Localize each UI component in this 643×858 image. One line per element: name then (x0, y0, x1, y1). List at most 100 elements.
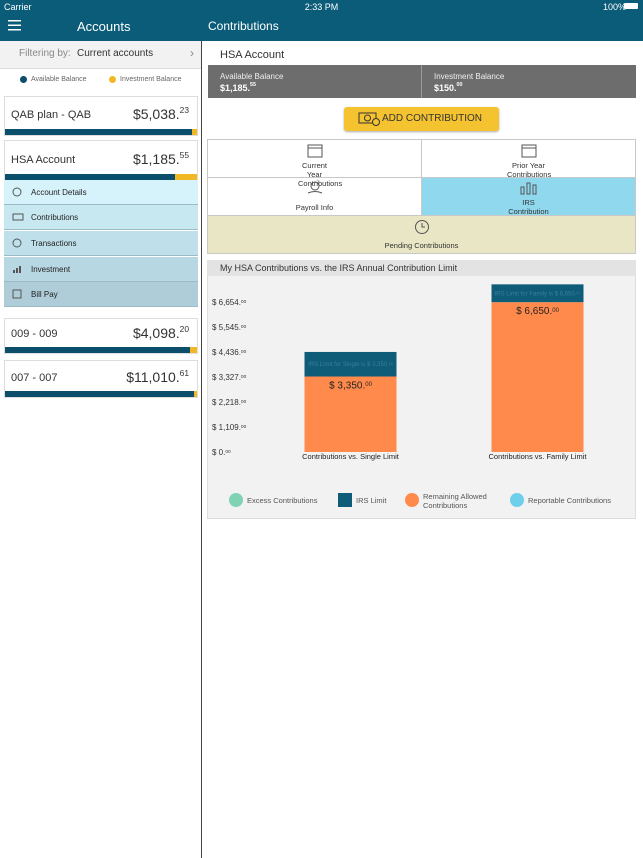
legend-label: Excess Contributions (247, 496, 318, 505)
account-balance: $5,038.23 (132, 105, 189, 122)
filter-label: Filtering by: (19, 48, 71, 59)
clock: 2:33 PM (304, 2, 339, 12)
account-balance: $11,010.61 (126, 368, 189, 385)
menu-button[interactable] (8, 20, 22, 31)
menu-item[interactable]: Investment (4, 257, 198, 282)
cents: 20 (179, 324, 189, 334)
cents: 55 (179, 150, 189, 160)
add-contribution-button[interactable]: ADD CONTRIBUTION (344, 107, 499, 131)
bar-segment (491, 302, 584, 452)
battery-icon (624, 3, 638, 9)
investment-bar (194, 391, 197, 397)
cents: 00 (552, 308, 559, 314)
menu-item[interactable]: Bill Pay (4, 282, 198, 307)
cents: 00 (456, 82, 463, 88)
tab-label: Payroll Info (295, 203, 334, 212)
cents: 00 (241, 399, 247, 405)
menu-item[interactable]: Account Details (4, 180, 198, 205)
tab-label: Pending Contributions (384, 241, 459, 250)
icon (521, 144, 537, 158)
cents: 00 (365, 382, 372, 388)
legend-dot (20, 76, 27, 83)
tab[interactable]: Prior Year Contributions (421, 139, 636, 179)
account-name: QAB plan - QAB (11, 109, 92, 121)
legend-marker (405, 493, 419, 507)
balance-value: $1,185.55 (220, 82, 257, 93)
value-label: $ 6,650.00 (516, 306, 559, 317)
legend-marker (510, 493, 524, 507)
icon (12, 289, 22, 299)
account-card[interactable]: 007 - 007 $11,010.61 (4, 360, 198, 398)
icon (12, 213, 24, 221)
divider (421, 65, 422, 98)
legend-label: Remaining Allowed Contributions (423, 492, 487, 510)
annotation: IRS Limit for Family is $ 6,650.00 (495, 291, 581, 297)
cents: 00 (576, 291, 580, 295)
cents: 00 (241, 424, 247, 430)
y-tick-label: $ 1,109.00 (212, 423, 247, 432)
account-balance: $4,098.20 (132, 324, 189, 341)
icon (307, 181, 323, 194)
y-tick-label: $ 6,654.00 (212, 298, 247, 307)
investment-bar (190, 347, 197, 353)
balance-label: Investment Balance (434, 72, 505, 81)
investment-bar (192, 129, 197, 135)
menu-item[interactable]: Contributions (4, 205, 198, 230)
tab-label: Prior Year Contributions (507, 161, 552, 179)
chevron: › (190, 46, 194, 60)
cents: 23 (179, 105, 189, 115)
annotation: IRS Limit for Single is $ 3,350.00 (308, 362, 393, 368)
tab[interactable]: Payroll Info (207, 177, 422, 216)
balance-value: $150.00 (434, 82, 463, 93)
tab[interactable]: Current Year Contributions (207, 139, 422, 188)
cents: 00 (389, 362, 393, 366)
menu-label: Transactions (31, 239, 77, 248)
chart-title-bar (207, 260, 636, 276)
bar-segment (304, 376, 397, 452)
balance-bar (5, 347, 197, 353)
legend-label: Available Balance (31, 76, 87, 83)
chart-title: My HSA Contributions vs. the IRS Annual … (220, 263, 458, 273)
account-name: 009 - 009 (11, 328, 58, 340)
legend-marker (338, 493, 352, 507)
cents: 00 (241, 349, 247, 355)
menu-label: Investment (31, 265, 71, 274)
balance-panel (208, 65, 636, 98)
cents: 00 (241, 324, 247, 330)
legend-label: Reportable Contributions (528, 496, 611, 505)
battery-text: 100% (603, 2, 627, 12)
tab[interactable]: Pending Contributions (207, 215, 636, 254)
filter-row[interactable] (0, 41, 201, 69)
y-tick-label: $ 0.00 (212, 448, 231, 457)
value-label: $ 3,350.00 (329, 381, 372, 392)
icon (12, 187, 22, 197)
cents: 61 (179, 368, 189, 378)
menu-item[interactable]: Transactions (4, 231, 198, 256)
account-name: 007 - 007 (11, 372, 58, 384)
icon (12, 238, 22, 248)
account-card[interactable]: 009 - 009 $4,098.20 (4, 318, 198, 354)
nav-title: Accounts (77, 19, 131, 34)
menu-label: Contributions (31, 213, 79, 222)
y-tick-label: $ 5,545.00 (212, 323, 247, 332)
tab[interactable]: IRS Contribution Limit (421, 177, 636, 225)
menu-label: Account Details (31, 188, 87, 197)
account-name: HSA Account (11, 154, 76, 166)
cents: 00 (241, 374, 247, 380)
account-card[interactable]: HSA Account $1,185.55 (4, 140, 198, 181)
balance-bar (5, 174, 197, 180)
cents: 00 (241, 299, 247, 305)
icon (520, 182, 537, 195)
balance-bar (5, 391, 197, 397)
filter-value: Current accounts (77, 48, 154, 59)
y-tick-label: $ 4,436.00 (212, 348, 247, 357)
icon (415, 220, 429, 234)
header (0, 0, 643, 41)
nav-title: Contributions (208, 19, 279, 33)
account-balance: $1,185.55 (132, 150, 189, 167)
account-card[interactable]: QAB plan - QAB $5,038.23 (4, 96, 198, 136)
legend-marker (229, 493, 243, 507)
x-tick-label: Contributions vs. Single Limit (302, 452, 400, 461)
tab-label: Current Year Contributions (298, 161, 343, 188)
